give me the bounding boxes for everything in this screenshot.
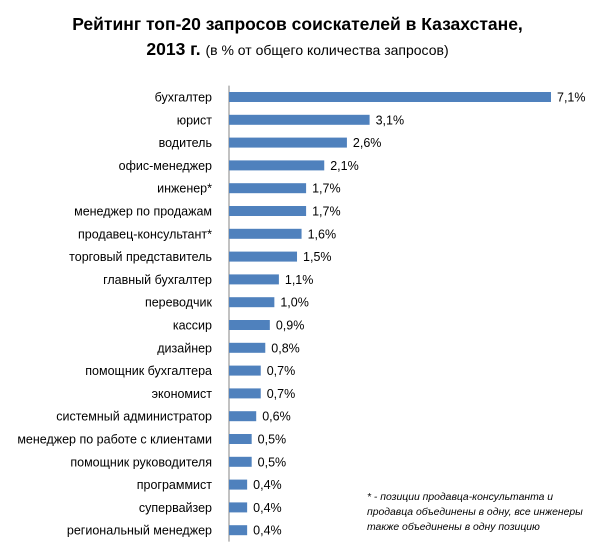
bar: [229, 137, 347, 148]
value-label: 0,7%: [267, 364, 296, 378]
chart-title: Рейтинг топ-20 запросов соискателей в Ка…: [0, 12, 595, 63]
bar: [229, 525, 248, 536]
value-label: 0,8%: [271, 341, 300, 355]
category-label: менеджер по работе с клиентами: [17, 433, 212, 447]
category-label: помощник бухгалтера: [85, 364, 212, 378]
value-label: 0,4%: [253, 501, 282, 515]
value-labels: 7,1% 3,1% 2,6% 2,1% 1,7% 1,7% 1,6% 1,5% 1,1% 1,0%…: [253, 91, 585, 538]
category-label: офис-менеджер: [119, 159, 212, 173]
value-label: 0,9%: [276, 319, 305, 333]
value-label: 1,1%: [285, 273, 314, 287]
bar: [229, 479, 248, 490]
category-label: менеджер по продажам: [74, 205, 212, 219]
bar: [229, 456, 252, 467]
value-label: 1,7%: [312, 182, 341, 196]
bar: [229, 92, 551, 102]
category-label: продавец-консультант*: [78, 227, 212, 241]
bar-series: [229, 92, 551, 536]
category-label: водитель: [159, 136, 212, 150]
chart-title-year: 2013 г.: [146, 39, 201, 59]
bar: [229, 388, 261, 399]
category-label: юрист: [177, 113, 213, 127]
bar: [229, 228, 302, 239]
value-label: 0,5%: [258, 433, 287, 447]
category-label: торговый представитель: [69, 250, 212, 264]
bar: [229, 434, 252, 444]
bar: [229, 183, 307, 194]
category-label: супервайзер: [139, 501, 212, 515]
value-label: 2,1%: [330, 159, 359, 173]
bar: [229, 274, 279, 285]
value-label: 3,1%: [376, 113, 405, 127]
value-label: 1,0%: [280, 296, 309, 310]
category-label: экономист: [152, 387, 213, 401]
bar: [229, 502, 248, 513]
bar: [229, 251, 298, 262]
category-label: системный администратор: [56, 410, 212, 424]
footnote: * - позиции продавца-консультанта и прод…: [367, 492, 583, 533]
category-label: дизайнер: [157, 341, 212, 355]
bar: [229, 411, 257, 422]
value-label: 0,6%: [262, 410, 291, 424]
value-label: 1,7%: [312, 205, 341, 219]
value-label: 2,6%: [353, 136, 382, 150]
category-label: помощник руководителя: [70, 455, 212, 469]
category-label: главный бухгалтер: [103, 273, 212, 287]
bar: [229, 297, 275, 308]
bar: [229, 365, 261, 376]
bar: [229, 160, 325, 171]
bar: [229, 320, 270, 330]
category-label: бухгалтер: [155, 91, 212, 105]
value-label: 0,5%: [258, 455, 287, 469]
value-label: 1,6%: [308, 227, 337, 241]
value-label: 0,7%: [267, 387, 296, 401]
bar: [229, 114, 370, 125]
chart-title-line2: 2013 г. (в % от общего количества запрос…: [0, 36, 595, 63]
category-label: программист: [137, 478, 213, 492]
bar: [229, 342, 266, 353]
chart-subtitle: (в % от общего количества запросов): [205, 42, 449, 58]
category-labels: бухгалтер юрист водитель офис-менеджер инжен…: [17, 91, 212, 538]
value-label: 1,5%: [303, 250, 332, 264]
category-label: региональный менеджер: [67, 524, 212, 538]
value-label: 7,1%: [557, 91, 586, 105]
value-label: 0,4%: [253, 524, 282, 538]
category-label: инженер*: [157, 182, 212, 196]
chart-title-line1: Рейтинг топ-20 запросов соискателей в Ка…: [72, 14, 523, 34]
category-label: переводчик: [145, 296, 213, 310]
category-label: кассир: [173, 319, 212, 333]
bar: [229, 206, 307, 216]
value-label: 0,4%: [253, 478, 282, 492]
